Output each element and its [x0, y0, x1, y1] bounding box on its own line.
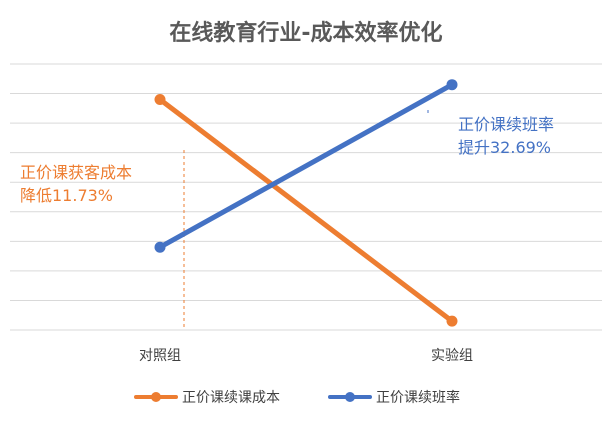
- annotations: 正价课获客成本降低11.73% 正价课续班率提升32.69%: [20, 115, 554, 205]
- legend-swatch-marker: [345, 392, 355, 402]
- annotation-text: 正价课获客成本降低11.73%: [20, 163, 132, 205]
- series-layer: [154, 79, 458, 327]
- legend: 正价课续课成本 正价课续班率: [134, 389, 460, 406]
- legend-label: 正价课续班率: [376, 389, 460, 406]
- chart-title: 在线教育行业-成本效率优化: [169, 20, 442, 46]
- category-label: 对照组: [139, 348, 181, 364]
- guide-lines: [183, 110, 429, 330]
- legend-swatch-marker: [151, 392, 161, 402]
- data-point: [446, 315, 458, 327]
- annotation-line: 正价课获客成本: [20, 163, 132, 182]
- category-label: 实验组: [431, 348, 473, 364]
- annotation-text: 正价课续班率提升32.69%: [458, 115, 554, 157]
- legend-label: 正价课续课成本: [182, 389, 280, 406]
- annotation-line: 降低11.73%: [20, 186, 113, 205]
- data-point: [154, 93, 166, 105]
- data-point: [446, 79, 458, 91]
- series-line-1: [157, 96, 455, 324]
- category-labels: 对照组 实验组: [139, 348, 473, 364]
- annotation-line: 提升32.69%: [458, 138, 551, 157]
- series-line-2: [157, 82, 455, 250]
- data-point: [154, 241, 166, 253]
- annotation-line: 正价课续班率: [458, 115, 554, 134]
